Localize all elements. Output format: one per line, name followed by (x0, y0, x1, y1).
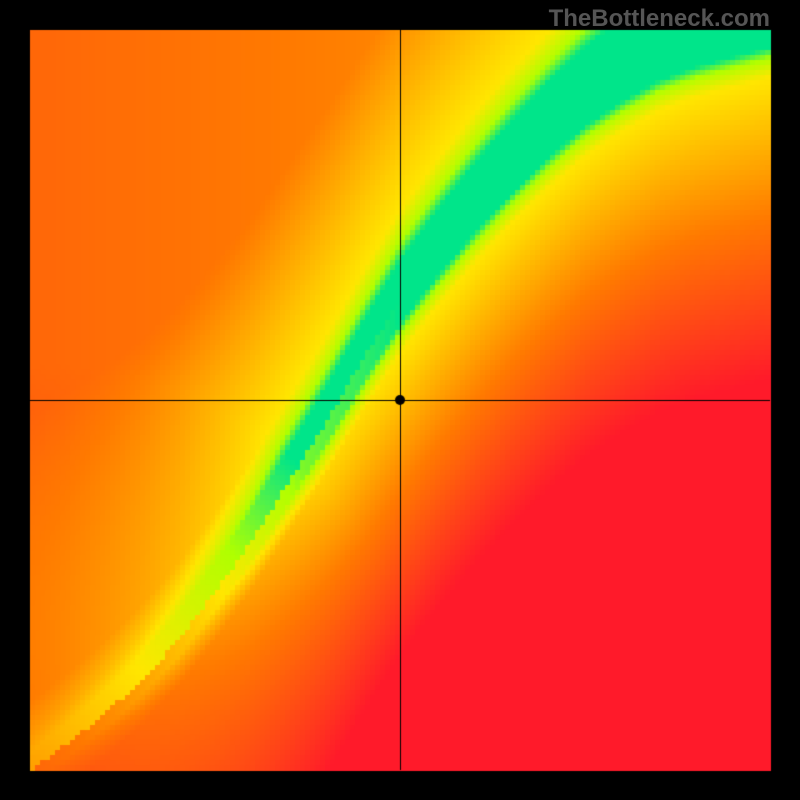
chart-container: TheBottleneck.com (0, 0, 800, 800)
heatmap-canvas (0, 0, 800, 800)
watermark-text: TheBottleneck.com (549, 5, 770, 33)
